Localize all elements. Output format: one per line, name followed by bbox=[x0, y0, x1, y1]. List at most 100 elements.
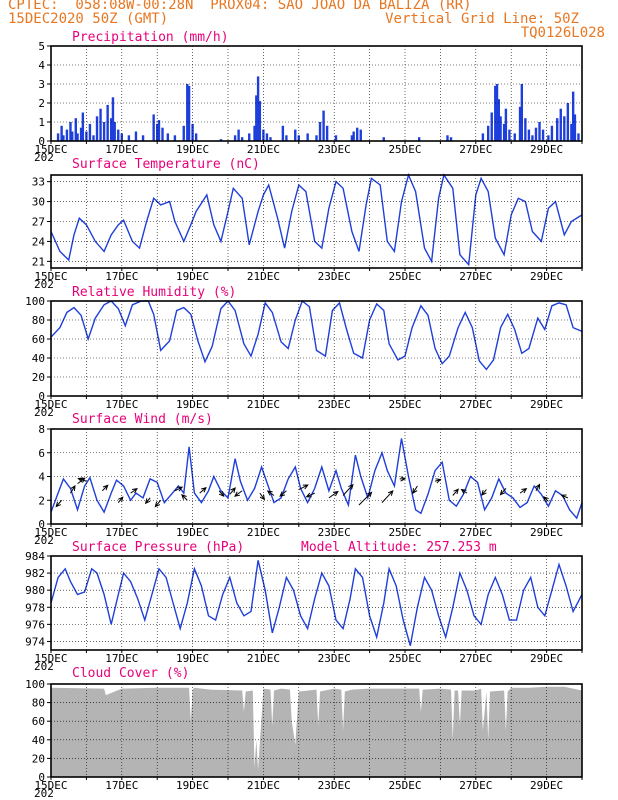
x-tick-label: 21DEC bbox=[247, 779, 280, 792]
precip-bar bbox=[173, 135, 177, 141]
x-tick-label: 15DEC bbox=[34, 779, 67, 792]
x-tick-label: 19DEC bbox=[176, 652, 209, 665]
precip-bar bbox=[106, 104, 109, 141]
precip-bar bbox=[65, 129, 69, 141]
y-tick-label: 0 bbox=[38, 518, 45, 531]
y-tick-label: 1 bbox=[38, 116, 45, 129]
precip-bar bbox=[508, 129, 511, 141]
y-tick-label: 8 bbox=[38, 423, 45, 436]
precip-bar bbox=[92, 135, 95, 141]
wind-panel: Surface Wind (m/s) 0 2 4 6 8 15DEC 17DEC 19DEC 21… bbox=[34, 412, 583, 547]
y-tick-label: 27 bbox=[32, 216, 45, 229]
x-tick-label: 27DEC bbox=[459, 652, 492, 665]
x-tick-label: 29DEC bbox=[530, 526, 563, 539]
x-tick-label: 17DEC bbox=[105, 526, 138, 539]
precip-bar bbox=[499, 116, 502, 141]
wind-direction-arrow bbox=[452, 488, 459, 496]
x-tick-label: 21DEC bbox=[247, 143, 280, 156]
precip-bar bbox=[60, 125, 63, 141]
y-tick-label: 974 bbox=[25, 635, 45, 648]
precip-bar bbox=[134, 131, 138, 141]
precip-bar bbox=[219, 139, 223, 141]
y-tick-label: 3 bbox=[38, 78, 45, 91]
x-tick-label: 17DEC bbox=[105, 143, 138, 156]
precip-bar bbox=[294, 129, 297, 141]
precip-bar bbox=[74, 118, 77, 141]
precip-bar bbox=[182, 125, 185, 141]
precip-bar bbox=[356, 127, 359, 141]
precip-bar bbox=[255, 95, 258, 141]
x-tick-label: 23DEC bbox=[318, 270, 351, 283]
wind-direction-arrow bbox=[381, 490, 394, 503]
wind-direction-arrow bbox=[154, 499, 162, 508]
wind-direction-arrow bbox=[229, 487, 236, 495]
year-label: 202 bbox=[34, 278, 54, 291]
temp-panel: Surface Temperature (nC) 21 24 27 30 33 15DEC 1… bbox=[32, 157, 583, 291]
precip-bar bbox=[334, 135, 338, 141]
y-tick-label: 4 bbox=[38, 471, 45, 484]
y-tick-label: 30 bbox=[32, 196, 45, 209]
y-tick-label: 4 bbox=[38, 59, 45, 72]
precip-bar bbox=[109, 118, 113, 141]
pressure-title: Surface Pressure (hPa) bbox=[72, 540, 244, 555]
precip-bar bbox=[186, 84, 189, 141]
x-tick-label: 29DEC bbox=[530, 652, 563, 665]
year-label: 202 bbox=[34, 660, 54, 673]
precip-bar bbox=[265, 133, 269, 141]
y-tick-label: 80 bbox=[32, 697, 45, 710]
wind-direction-arrow bbox=[412, 485, 418, 495]
wind-direction-arrow bbox=[218, 490, 225, 498]
cloud-cover-area bbox=[51, 686, 582, 777]
precip-bar bbox=[95, 116, 99, 141]
x-tick-label: 19DEC bbox=[176, 398, 209, 411]
x-tick-label: 29DEC bbox=[530, 779, 563, 792]
x-tick-label: 17DEC bbox=[105, 779, 138, 792]
y-tick-label: 976 bbox=[25, 618, 45, 631]
wind-direction-arrow bbox=[266, 490, 275, 496]
wind-direction-arrow bbox=[144, 497, 151, 505]
precip-bar bbox=[161, 127, 164, 141]
precip-bar bbox=[513, 133, 516, 141]
wind-direction-arrow bbox=[328, 490, 339, 499]
precip-bar bbox=[191, 123, 194, 141]
precip-bar bbox=[486, 125, 490, 141]
x-tick-label: 25DEC bbox=[388, 526, 421, 539]
y-tick-label: 978 bbox=[25, 601, 45, 614]
x-tick-label: 21DEC bbox=[247, 652, 280, 665]
precip-bar bbox=[538, 122, 541, 141]
precip-frame bbox=[50, 45, 583, 142]
wind-direction-arrow bbox=[499, 488, 507, 496]
precip-bar bbox=[577, 133, 580, 141]
precip-bar bbox=[518, 106, 522, 141]
y-tick-label: 5 bbox=[38, 40, 45, 53]
y-tick-label: 0 bbox=[38, 390, 45, 403]
wind-direction-arrow bbox=[259, 492, 266, 501]
x-tick-label: 27DEC bbox=[459, 270, 492, 283]
precip-bar bbox=[113, 122, 116, 141]
x-tick-label: 29DEC bbox=[530, 143, 563, 156]
x-tick-label: 15DEC bbox=[34, 398, 67, 411]
y-tick-label: 982 bbox=[25, 567, 45, 580]
precip-bar bbox=[76, 133, 79, 141]
x-tick-label: 27DEC bbox=[459, 143, 492, 156]
precip-bar bbox=[524, 118, 527, 141]
header-datetime: 15DEC2020 50Z (GMT) bbox=[8, 11, 169, 27]
wind-direction-arrow bbox=[199, 486, 207, 494]
precip-bar bbox=[194, 133, 198, 141]
y-tick-label: 80 bbox=[32, 314, 45, 327]
x-tick-label: 19DEC bbox=[176, 143, 209, 156]
cloud-frame bbox=[50, 683, 583, 778]
precip-bar bbox=[527, 129, 531, 141]
precip-bar bbox=[269, 137, 272, 141]
wind-direction-arrow bbox=[77, 477, 87, 483]
precip-bar bbox=[240, 137, 244, 141]
x-tick-label: 17DEC bbox=[105, 398, 138, 411]
precip-bar bbox=[62, 135, 65, 141]
x-tick-label: 27DEC bbox=[459, 779, 492, 792]
y-tick-label: 984 bbox=[25, 550, 45, 563]
precip-bar bbox=[494, 85, 497, 141]
wind-direction-arrow bbox=[434, 478, 442, 484]
y-tick-label: 100 bbox=[25, 678, 45, 691]
y-tick-label: 60 bbox=[32, 715, 45, 728]
precip-bar bbox=[534, 127, 538, 141]
